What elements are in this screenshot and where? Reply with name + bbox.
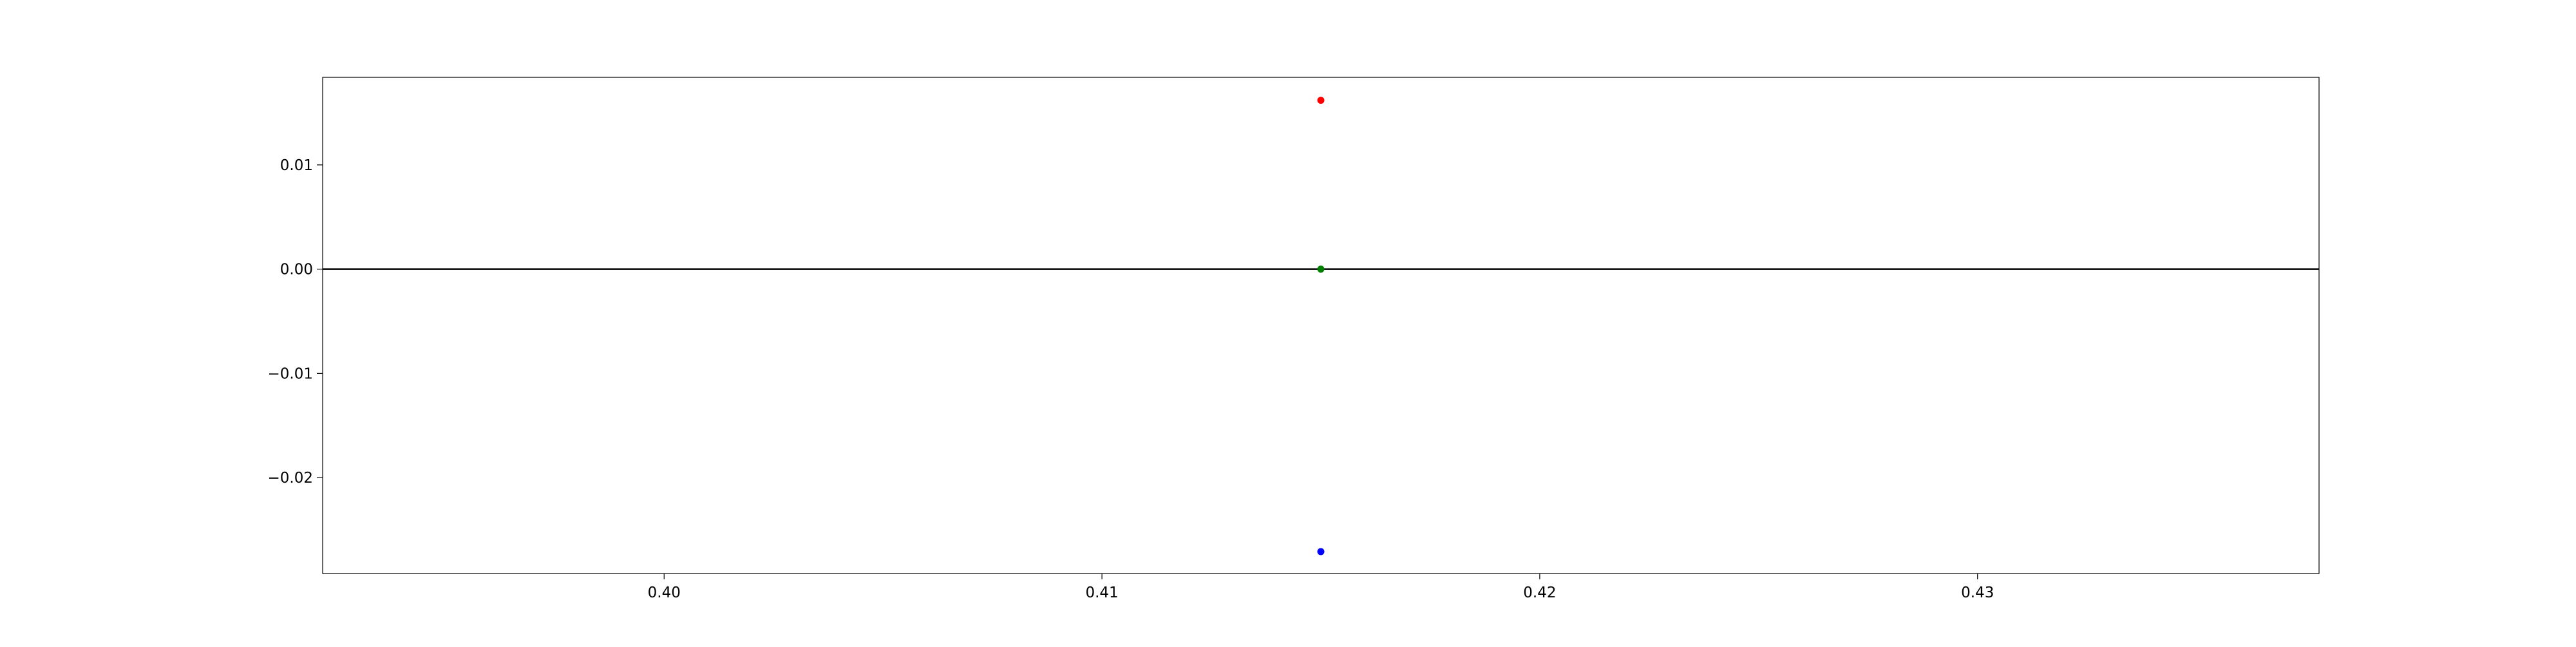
x-axis: 0.40 0.41 0.42 0.43 bbox=[648, 574, 1994, 601]
y-tick-label: 0.00 bbox=[280, 262, 313, 278]
y-tick-label: −0.02 bbox=[268, 470, 313, 487]
data-point-1-0 bbox=[1317, 266, 1325, 273]
x-tick-label: 0.42 bbox=[1523, 584, 1556, 601]
x-tick-label: 0.40 bbox=[648, 584, 681, 601]
x-tick-label: 0.43 bbox=[1961, 584, 1994, 601]
x-tick-label: 0.41 bbox=[1085, 584, 1118, 601]
data-points bbox=[1317, 97, 1325, 555]
data-point-2-0 bbox=[1317, 548, 1325, 555]
y-tick-label: 0.01 bbox=[280, 157, 313, 174]
plot-frame bbox=[322, 77, 2320, 574]
data-point-0-0 bbox=[1317, 97, 1325, 104]
y-tick-label: −0.01 bbox=[268, 365, 313, 382]
y-axis: 0.01 0.00 −0.01 −0.02 bbox=[268, 157, 323, 487]
